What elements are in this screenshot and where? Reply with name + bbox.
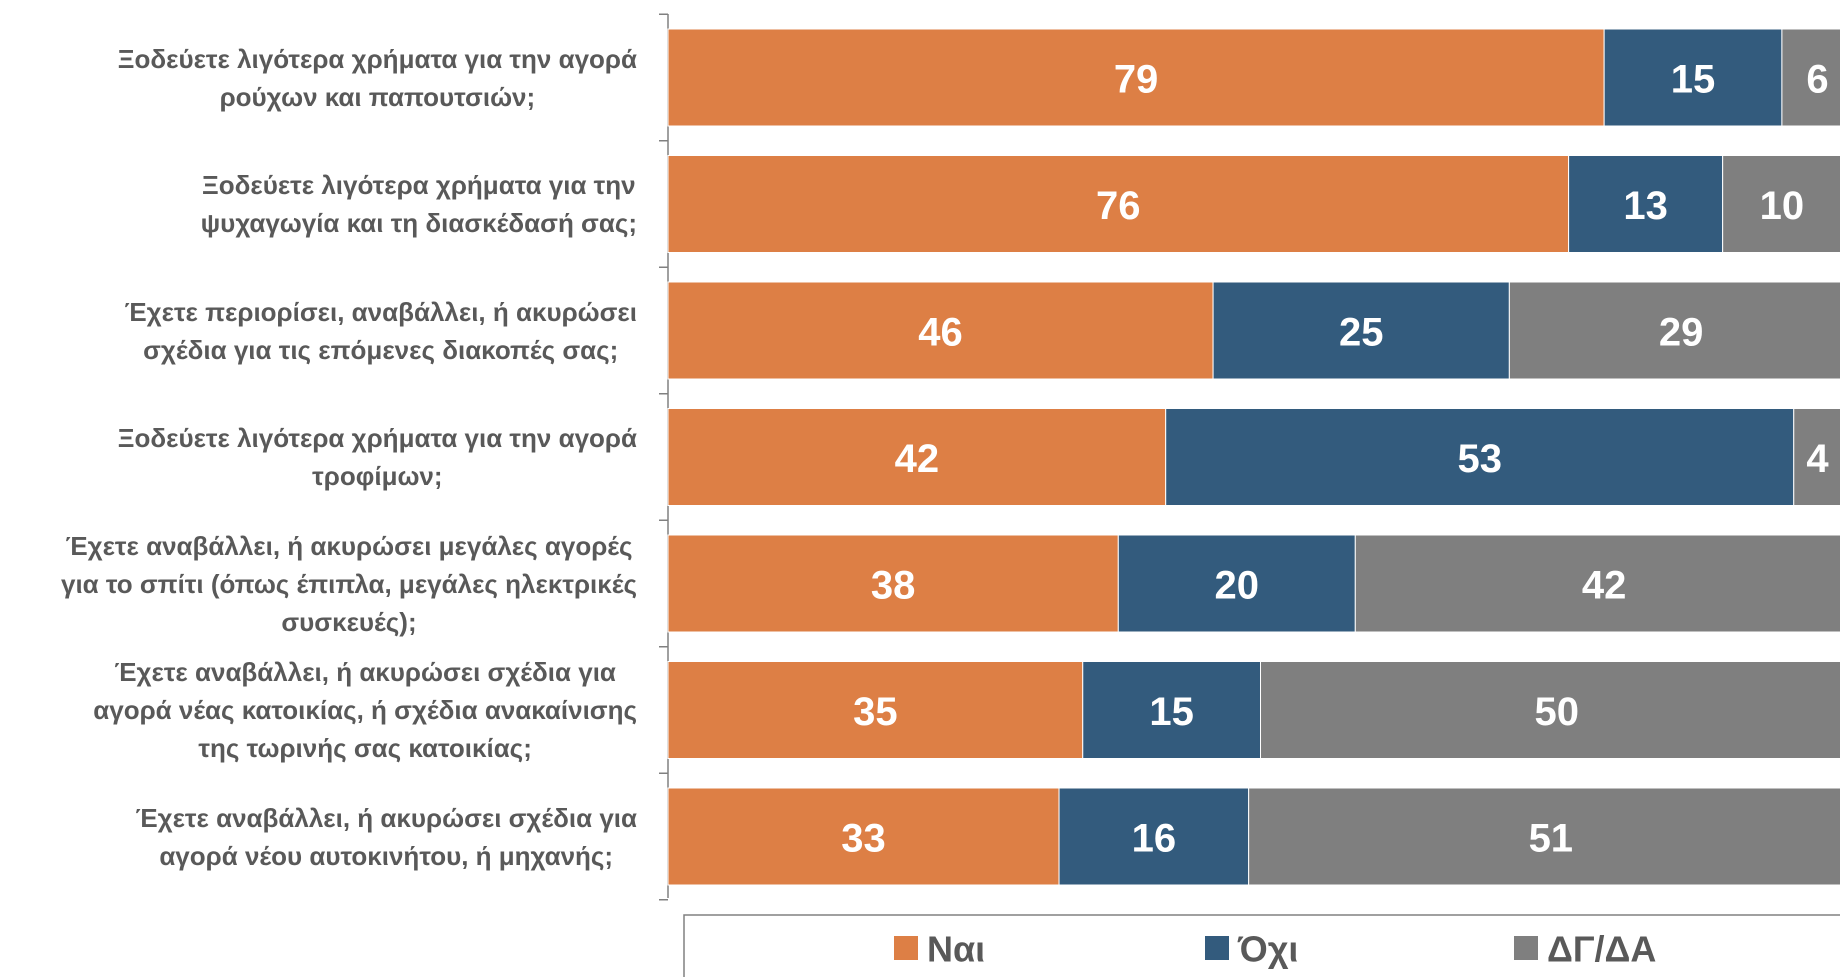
category-label: Ξοδεύετε λιγότερα χρήματα για την ψυχαγω… [200, 170, 637, 238]
bar-segment [1212, 281, 1510, 380]
category-label-box: Έχετε αναβάλλει, ή ακυρώσει μεγάλες αγορ… [61, 524, 637, 644]
value-label: 51 [1529, 817, 1574, 861]
category-label: Έχετε περιορίσει, αναβάλλει, ή ακυρώσει … [124, 296, 637, 365]
bar-segment [667, 155, 1570, 253]
category-label-box: Έχετε αναβάλλει, ή ακυρώσει σχέδια για α… [93, 650, 637, 770]
category-label: Έχετε αναβάλλει, ή ακυρώσει σχέδια για α… [93, 657, 637, 763]
legend-swatch [1514, 936, 1538, 960]
value-label: 38 [871, 564, 916, 608]
value-label: 46 [918, 311, 963, 355]
value-label: 50 [1535, 690, 1580, 734]
bar-segment [1260, 661, 1840, 759]
legend-label: Όχι [1237, 929, 1298, 970]
value-label: 79 [1114, 58, 1159, 102]
bar-segment [1508, 281, 1840, 380]
category-label-box: Ξοδεύετε λιγότερα χρήματα για την αγορά … [118, 18, 637, 138]
bar-segment [1568, 155, 1724, 253]
value-label: 10 [1760, 184, 1805, 228]
category-label: Ξοδεύετε λιγότερα χρήματα για την αγορά … [117, 423, 637, 491]
value-label: 42 [895, 437, 940, 481]
bar-segment [667, 408, 1167, 506]
value-label: 6 [1806, 58, 1828, 102]
bar-segment [1354, 534, 1840, 633]
legend-swatch [894, 936, 918, 960]
legend-swatch [1205, 936, 1229, 960]
bar-segment [667, 534, 1119, 633]
category-label: Έχετε αναβάλλει, ή ακυρώσει μεγάλες αγορ… [61, 530, 637, 637]
bar-segment [667, 661, 1084, 759]
bar-segment [1793, 408, 1840, 506]
value-label: 25 [1339, 311, 1384, 355]
bar-segment [1603, 28, 1783, 127]
value-label: 76 [1096, 184, 1141, 228]
bar-segment [1248, 787, 1840, 886]
bar-segment [667, 281, 1214, 380]
category-label-box: Έχετε περιορίσει, αναβάλλει, ή ακυρώσει … [124, 271, 637, 391]
value-label: 15 [1671, 58, 1716, 102]
value-label: 33 [841, 817, 886, 861]
legend-box [683, 914, 1840, 977]
bar-segment [667, 787, 1060, 886]
bar-segment [667, 28, 1605, 127]
value-label: 16 [1132, 817, 1177, 861]
category-label-box: Ξοδεύετε λιγότερα χρήματα για την αγορά … [118, 397, 637, 517]
category-label-box: Έχετε αναβάλλει, ή ακυρώσει σχέδια για α… [135, 777, 637, 897]
bar-segment [1082, 661, 1261, 759]
value-label: 20 [1215, 564, 1260, 608]
category-label: Έχετε αναβάλλει, ή ακυρώσει σχέδια για α… [135, 802, 637, 871]
legend-label: ΔΓ/ΔΑ [1547, 929, 1656, 970]
value-label: 35 [853, 690, 898, 734]
legend-label: Ναι [927, 929, 985, 970]
value-label: 29 [1659, 311, 1704, 355]
bar-segment [1165, 408, 1795, 506]
category-label: Ξοδεύετε λιγότερα χρήματα για την αγορά … [117, 43, 637, 112]
bar-segment [1781, 28, 1840, 127]
value-label: 15 [1149, 690, 1194, 734]
value-label: 53 [1457, 437, 1502, 481]
value-label: 4 [1806, 437, 1829, 481]
value-label: 13 [1623, 184, 1668, 228]
bar-segment [1722, 155, 1840, 253]
value-label: 42 [1582, 564, 1627, 608]
category-label-box: Ξοδεύετε λιγότερα χρήματα για την ψυχαγω… [201, 144, 637, 264]
bar-segment [1117, 534, 1356, 633]
